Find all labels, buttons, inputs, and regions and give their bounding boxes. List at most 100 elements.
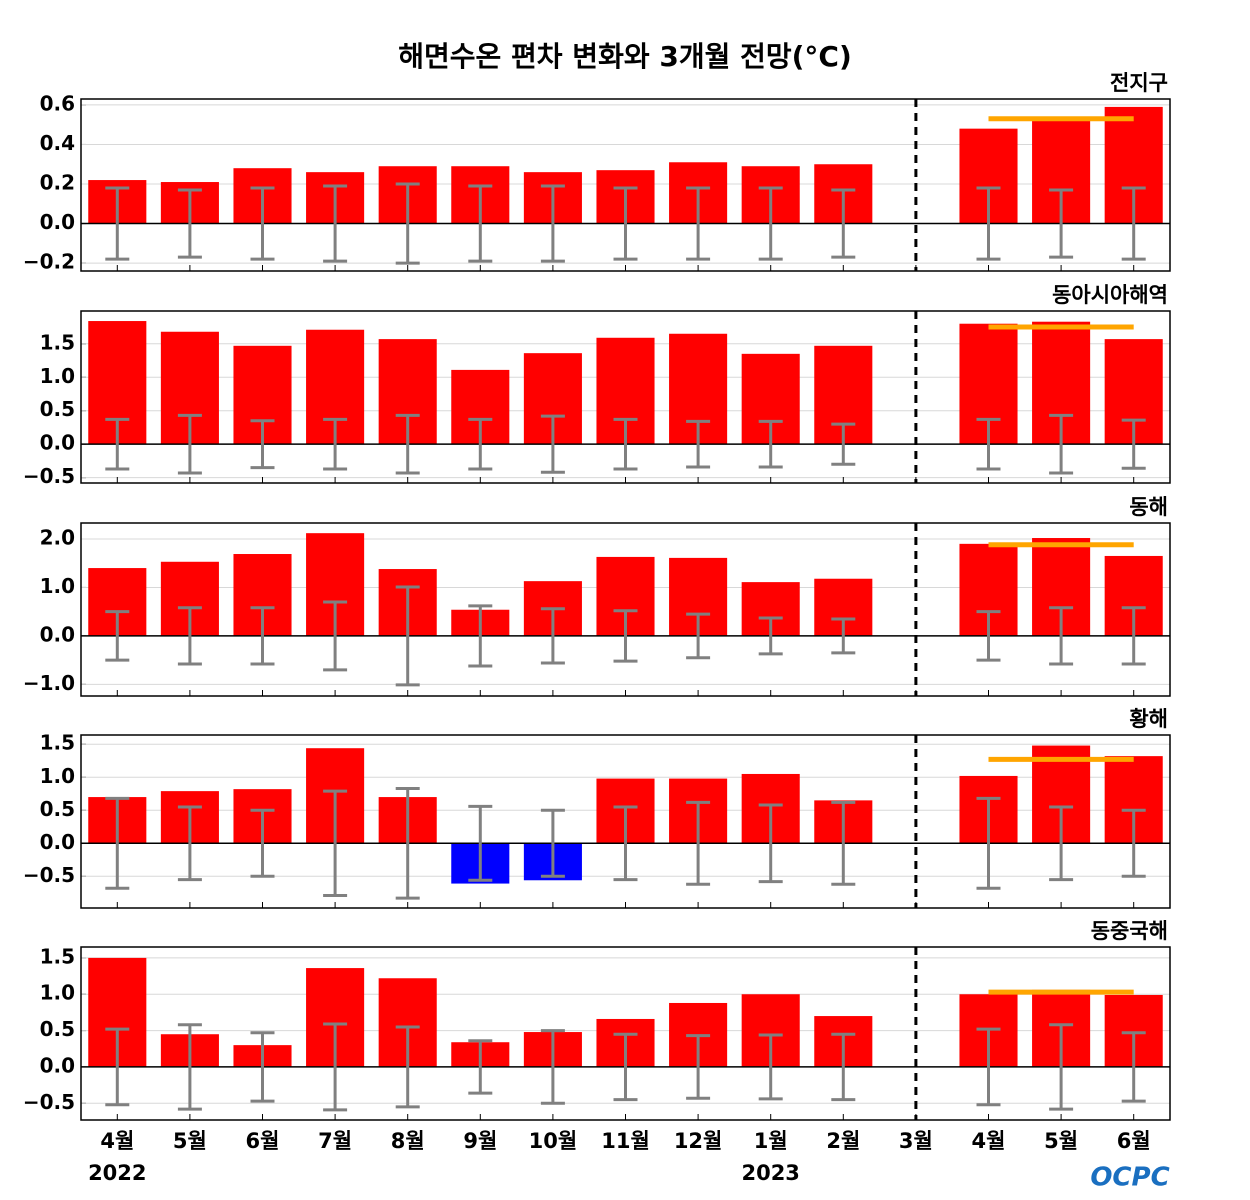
x-tick-label: 11월: [601, 1129, 650, 1153]
error-bar: [250, 808, 275, 878]
x-tick-label: 6월: [1117, 1129, 1151, 1153]
panel-title: 동중국해: [1091, 919, 1168, 943]
error-bar: [686, 1034, 711, 1100]
error-bar: [1049, 1023, 1074, 1111]
y-tick-label: 0.0: [40, 622, 75, 646]
error-bar: [105, 186, 130, 261]
y-tick-label: 0.0: [40, 210, 75, 234]
x-tick-label: 12월: [674, 1129, 723, 1153]
y-tick-label: 1.5: [40, 944, 75, 968]
error-bar: [976, 610, 1001, 662]
error-bar: [613, 609, 638, 663]
error-bar: [758, 1033, 783, 1101]
error-bar: [1049, 606, 1074, 666]
error-bar: [395, 585, 420, 687]
error-bar: [831, 188, 856, 259]
x-tick-label: 5월: [173, 1129, 207, 1153]
x-tick-label: 3월: [899, 1129, 933, 1153]
error-bar: [105, 1027, 130, 1107]
x-tick-label: 6월: [246, 1129, 280, 1153]
error-bar: [468, 184, 493, 263]
error-bar: [831, 422, 856, 466]
error-bar: [758, 186, 783, 261]
error-bar: [831, 617, 856, 655]
error-bar: [613, 805, 638, 882]
error-bar: [686, 800, 711, 886]
error-bar: [105, 610, 130, 662]
y-tick-label: −0.2: [23, 250, 75, 274]
error-bar: [686, 186, 711, 261]
error-bar: [1049, 188, 1074, 259]
year-label: 2023: [741, 1161, 799, 1185]
error-bar: [540, 607, 565, 665]
error-bar: [540, 1029, 565, 1105]
error-bar: [323, 417, 348, 471]
x-tick-label: 8월: [391, 1129, 425, 1153]
panel-title: 동아시아해역: [1052, 283, 1168, 307]
error-bar: [468, 604, 493, 668]
error-bar: [323, 184, 348, 263]
y-tick-label: 0.0: [40, 431, 75, 455]
y-tick-label: −0.5: [23, 863, 75, 887]
y-tick-label: 1.0: [40, 574, 75, 598]
error-bar: [758, 419, 783, 469]
y-tick-label: 1.0: [40, 981, 75, 1005]
y-tick-label: 1.5: [40, 330, 75, 354]
chart-title: 해면수온 편차 변화와 3개월 전망(°C): [398, 40, 852, 73]
y-tick-label: −1.0: [23, 671, 75, 695]
error-bar: [250, 606, 275, 666]
error-bar: [1121, 1031, 1146, 1103]
error-bar: [468, 804, 493, 882]
x-tick-label: 2월: [826, 1129, 860, 1153]
x-tick-label: 5월: [1044, 1129, 1078, 1153]
error-bar: [758, 803, 783, 884]
error-bar: [177, 188, 202, 259]
error-bar: [1049, 805, 1074, 882]
y-tick-label: 0.0: [40, 1053, 75, 1077]
error-bar: [540, 808, 565, 878]
panel-title: 전지구: [1110, 71, 1168, 95]
error-bar: [613, 1032, 638, 1102]
error-bar: [976, 796, 1001, 890]
y-tick-label: 0.2: [40, 171, 75, 195]
error-bar: [976, 417, 1001, 471]
x-tick-label: 7월: [318, 1129, 352, 1153]
error-bar: [250, 186, 275, 261]
error-bar: [613, 417, 638, 471]
y-tick-label: 0.5: [40, 397, 75, 421]
error-bar: [395, 182, 420, 265]
error-bar: [177, 413, 202, 475]
error-bar: [758, 616, 783, 656]
error-bar: [1121, 606, 1146, 666]
logo: OCPC: [1090, 1163, 1169, 1193]
y-tick-label: 2.0: [40, 525, 75, 549]
error-bar: [105, 796, 130, 890]
error-bar: [395, 413, 420, 475]
error-bar: [540, 414, 565, 474]
y-tick-label: 1.0: [40, 364, 75, 388]
x-tick-label: 4월: [100, 1129, 134, 1153]
error-bar: [177, 1023, 202, 1111]
y-tick-label: 1.5: [40, 731, 75, 755]
error-bar: [1049, 413, 1074, 475]
x-tick-label: 10월: [529, 1129, 578, 1153]
y-tick-label: 0.5: [40, 1017, 75, 1041]
y-tick-label: −0.5: [23, 464, 75, 488]
error-bar: [105, 417, 130, 471]
error-bar: [831, 1032, 856, 1102]
y-tick-label: 1.0: [40, 764, 75, 788]
error-bar: [250, 419, 275, 470]
error-bar: [1121, 418, 1146, 470]
error-bar: [686, 419, 711, 469]
error-bar: [468, 417, 493, 471]
error-bar: [613, 186, 638, 261]
error-bar: [177, 606, 202, 666]
x-tick-label: 4월: [972, 1129, 1006, 1153]
panel-title: 황해: [1129, 707, 1168, 731]
panel-title: 동해: [1129, 495, 1168, 519]
error-bar: [976, 1027, 1001, 1107]
error-bar: [468, 1039, 493, 1095]
plot-frame: [80, 734, 1171, 909]
